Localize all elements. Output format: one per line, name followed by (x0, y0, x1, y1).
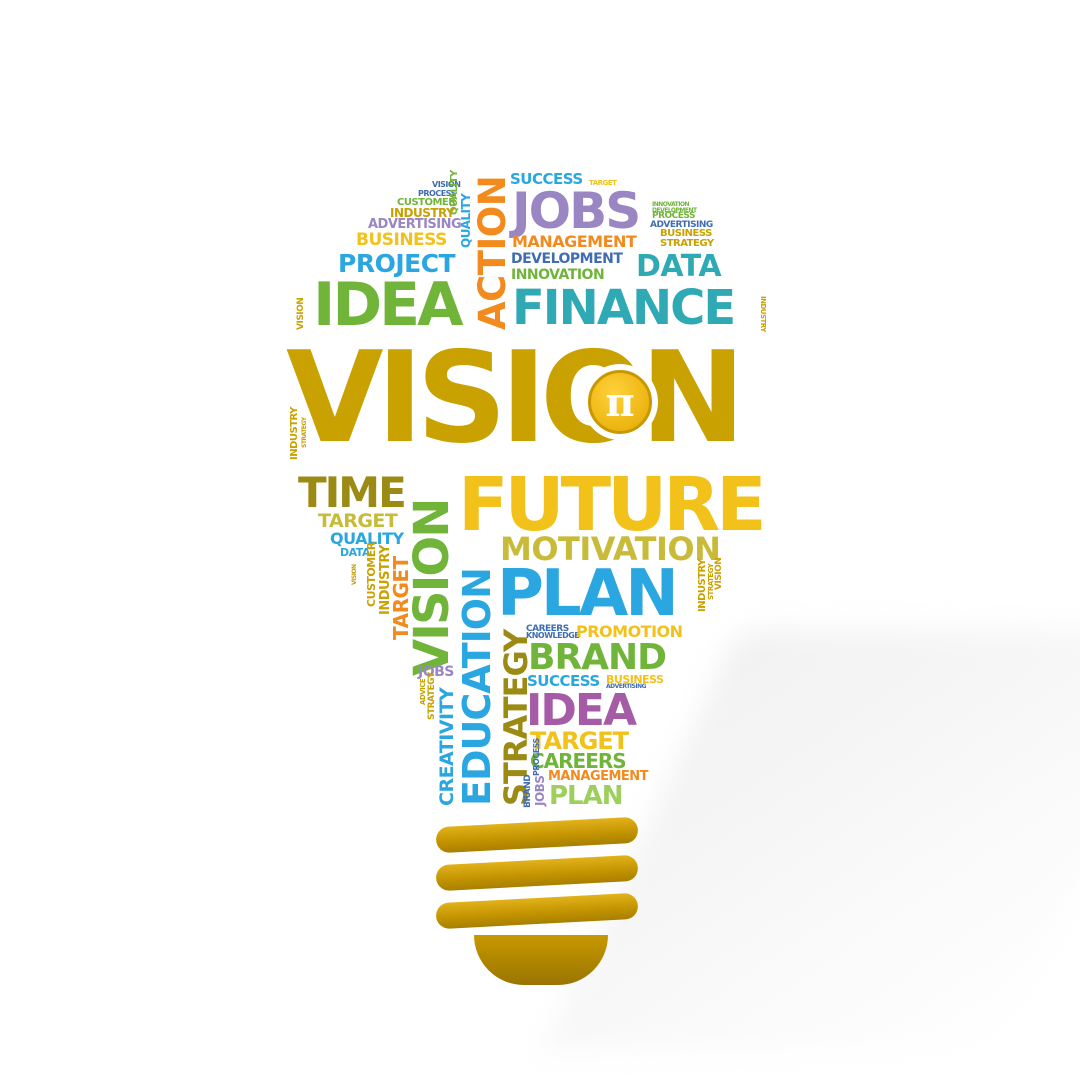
pi-coin: π (582, 364, 658, 440)
bulb-base-ring-1 (435, 816, 639, 854)
word-vision-small-right: VISION (714, 557, 724, 590)
word-business-2: BUSINESS (660, 228, 712, 239)
word-business: BUSINESS (356, 230, 447, 250)
word-strategy: STRATEGY (660, 238, 714, 249)
word-success: SUCCESS (510, 170, 583, 188)
word-advertising-2: ADVERTISING (650, 220, 713, 230)
word-strategy-left: STRATEGY (301, 417, 308, 448)
word-jobs: JOBS (512, 182, 641, 240)
word-process: PROCESS (418, 189, 456, 198)
word-finance: FINANCE (512, 280, 736, 336)
word-vision-top-small: VISION (432, 180, 461, 189)
word-motivation: MOTIVATION (500, 530, 721, 568)
word-industry: INDUSTRY (390, 206, 455, 220)
word-innovation-2: INNOVATION (511, 267, 605, 283)
word-vision-tiny: VISION (351, 564, 358, 585)
word-target-2: TARGET (318, 510, 398, 532)
word-development-2: DEVELOPMENT (511, 251, 623, 267)
word-project: PROJECT (338, 249, 456, 278)
word-target-4: TARGET (530, 727, 629, 755)
word-jobs-3: JOBS (533, 775, 547, 806)
word-quality-3: QUALITY (330, 529, 404, 548)
word-brand: BRAND (528, 637, 667, 678)
word-advice: ADVICE (419, 678, 427, 705)
word-careers: CAREERS (526, 624, 569, 634)
word-brand-2: BRAND (523, 774, 533, 808)
word-process-2: PROCESS (652, 211, 696, 221)
word-process-3: PROCESS (532, 738, 541, 776)
word-careers-2: CAREERS (530, 749, 627, 773)
word-management: MANAGEMENT (512, 232, 637, 251)
word-business-3: BUSINESS (606, 673, 664, 686)
word-vision-vertical: VISION (404, 499, 460, 676)
bulb-base-ring-2 (435, 854, 639, 892)
word-data: DATA (636, 249, 722, 284)
word-innovation: INNOVATION (652, 201, 690, 208)
word-advertising-3: ADVERTISING (606, 683, 647, 690)
word-action: ACTION (471, 175, 514, 330)
word-education: EDUCATION (455, 568, 499, 806)
word-knowledge: KNOWLEDGE (526, 631, 580, 640)
word-management-2: MANAGEMENT (548, 769, 649, 784)
word-idea-2: IDEA (526, 685, 637, 736)
word-creativity: CREATIVITY (436, 687, 458, 806)
word-plan: PLAN (497, 557, 679, 631)
word-customer: CUSTOMER (397, 197, 456, 208)
pi-coin-icon: π (588, 370, 652, 434)
word-future: FUTURE (458, 462, 767, 548)
word-customer-2: CUSTOMER (365, 542, 378, 607)
word-target: TARGET (589, 179, 617, 187)
word-advertising: ADVERTISING (368, 217, 462, 232)
word-idea: IDEA (313, 270, 464, 340)
word-industry-right: INDUSTRY (759, 296, 767, 332)
word-success-2: SUCCESS (527, 672, 600, 690)
word-promotion: PROMOTION (576, 622, 683, 641)
word-data-2: DATA (340, 546, 370, 559)
word-time: TIME (298, 468, 407, 517)
word-vision-main: VISION (286, 324, 746, 471)
word-development: DEVELOPMENT (652, 207, 697, 214)
word-industry-left: INDUSTRY (289, 407, 300, 460)
word-jobs-2: JOBS (418, 664, 454, 680)
word-plan-2: PLAN (549, 781, 624, 811)
